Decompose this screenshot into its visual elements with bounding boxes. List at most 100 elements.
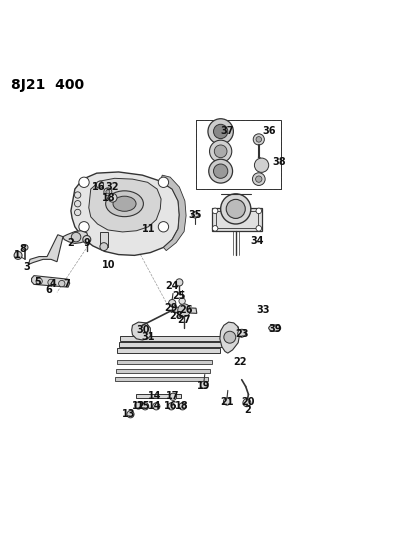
Text: 34: 34: [251, 236, 264, 246]
Circle shape: [135, 402, 142, 409]
Ellipse shape: [269, 325, 281, 331]
Circle shape: [79, 177, 89, 188]
Text: 29: 29: [165, 303, 178, 313]
Circle shape: [170, 393, 176, 400]
Circle shape: [178, 304, 190, 317]
Text: 22: 22: [233, 357, 246, 367]
Text: 20: 20: [241, 397, 254, 407]
Text: 26: 26: [179, 305, 193, 315]
Text: 36: 36: [262, 126, 276, 136]
Text: 35: 35: [188, 210, 202, 220]
Circle shape: [252, 173, 265, 185]
Circle shape: [256, 136, 262, 142]
Circle shape: [83, 236, 91, 244]
Text: 39: 39: [269, 324, 282, 334]
Text: 18: 18: [102, 193, 116, 203]
Polygon shape: [160, 175, 186, 251]
Circle shape: [214, 164, 228, 179]
Circle shape: [104, 188, 112, 196]
Circle shape: [208, 119, 233, 144]
Circle shape: [210, 140, 232, 163]
Circle shape: [168, 403, 175, 410]
Bar: [116, 369, 210, 373]
Bar: [216, 211, 258, 228]
Text: 1: 1: [14, 249, 21, 260]
Bar: [196, 119, 282, 189]
Circle shape: [22, 245, 28, 250]
Text: 13: 13: [122, 409, 135, 419]
Circle shape: [142, 403, 149, 410]
Bar: [117, 348, 220, 353]
Circle shape: [71, 232, 81, 242]
Circle shape: [153, 403, 160, 410]
Circle shape: [48, 279, 54, 286]
Circle shape: [224, 331, 236, 343]
Circle shape: [58, 280, 65, 287]
Circle shape: [74, 209, 81, 216]
Text: 3: 3: [24, 262, 30, 271]
Polygon shape: [28, 235, 63, 264]
Circle shape: [176, 279, 183, 286]
Ellipse shape: [113, 196, 136, 211]
Text: 17: 17: [166, 391, 179, 401]
Circle shape: [256, 176, 262, 182]
Circle shape: [256, 225, 262, 231]
Text: 19: 19: [197, 381, 211, 391]
Circle shape: [243, 399, 251, 407]
Bar: [100, 231, 108, 247]
Text: 14: 14: [148, 391, 161, 401]
Text: 33: 33: [257, 305, 270, 315]
Circle shape: [158, 222, 169, 232]
Polygon shape: [172, 307, 197, 313]
Text: 11: 11: [142, 224, 155, 234]
Text: 2: 2: [68, 238, 74, 248]
Text: 4: 4: [50, 279, 56, 289]
Circle shape: [256, 208, 262, 214]
Text: 5: 5: [34, 277, 40, 287]
Circle shape: [238, 329, 246, 337]
Bar: [120, 336, 224, 341]
Polygon shape: [220, 322, 240, 353]
Text: 37: 37: [220, 126, 234, 136]
Circle shape: [79, 222, 89, 232]
Circle shape: [212, 208, 218, 214]
Polygon shape: [89, 179, 161, 232]
Polygon shape: [71, 172, 179, 255]
Circle shape: [106, 190, 110, 194]
Circle shape: [214, 145, 227, 158]
Text: 8: 8: [20, 244, 27, 254]
Circle shape: [14, 252, 22, 260]
Text: 16: 16: [92, 182, 106, 192]
Circle shape: [226, 199, 245, 219]
Bar: [114, 376, 208, 381]
Text: 28: 28: [169, 311, 183, 321]
Text: 2: 2: [244, 405, 251, 415]
Text: 31: 31: [142, 332, 155, 342]
Text: 16: 16: [164, 401, 177, 411]
Circle shape: [100, 243, 108, 251]
Text: 38: 38: [273, 157, 286, 167]
Polygon shape: [32, 276, 70, 287]
Text: 30: 30: [137, 325, 150, 335]
Text: 12: 12: [132, 401, 145, 411]
Bar: [118, 342, 222, 347]
Text: 15: 15: [137, 401, 150, 411]
Bar: [136, 394, 181, 398]
Text: 24: 24: [166, 281, 179, 292]
Circle shape: [214, 124, 228, 139]
Circle shape: [224, 398, 230, 405]
Circle shape: [253, 134, 264, 145]
Text: 25: 25: [172, 292, 186, 301]
Circle shape: [127, 411, 134, 418]
Polygon shape: [132, 322, 150, 340]
Circle shape: [221, 194, 251, 224]
Text: 21: 21: [220, 397, 234, 407]
Circle shape: [192, 212, 198, 218]
Ellipse shape: [106, 191, 143, 216]
Circle shape: [169, 300, 176, 306]
Circle shape: [74, 192, 81, 198]
Bar: [196, 119, 282, 189]
Text: 14: 14: [148, 401, 161, 411]
Circle shape: [179, 403, 186, 410]
Text: 32: 32: [106, 182, 119, 192]
